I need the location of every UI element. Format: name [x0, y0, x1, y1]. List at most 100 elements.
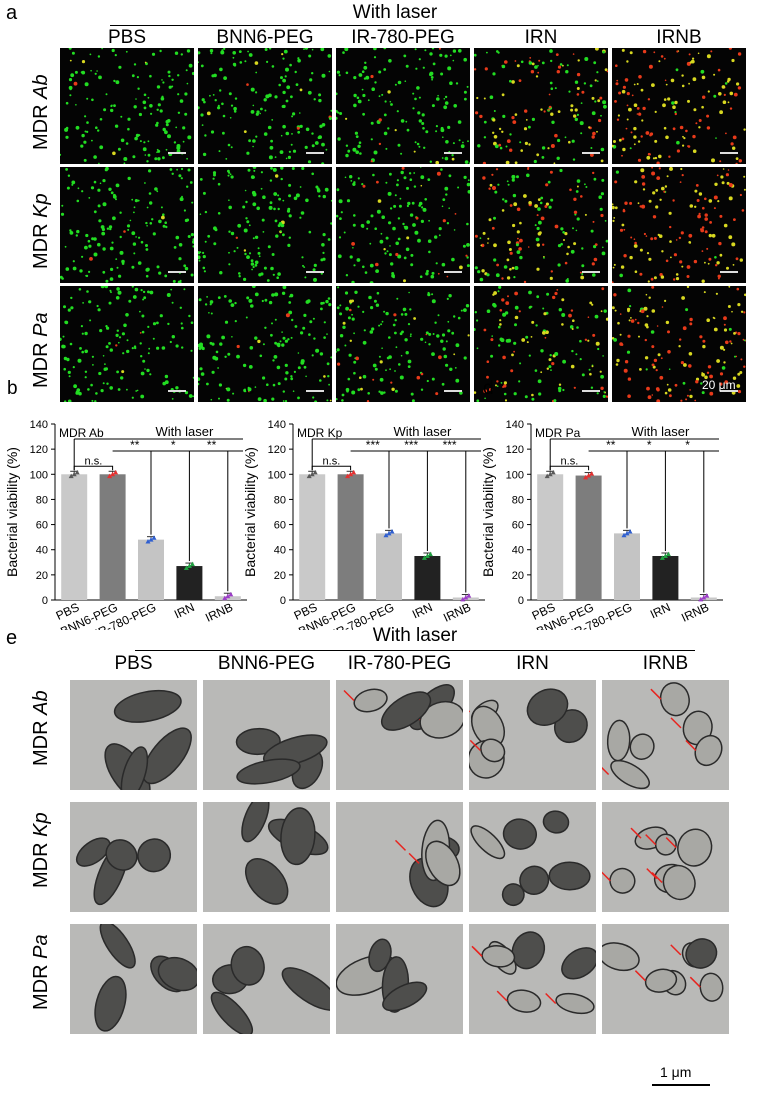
bacterium-dot: [579, 121, 584, 126]
bacterium-dot: [543, 257, 545, 259]
bacterium-dot: [252, 145, 254, 148]
bacterium-dot: [625, 127, 628, 130]
data-point: [306, 473, 312, 479]
bacterium-dot: [560, 227, 564, 231]
bacterium-dot: [695, 380, 699, 384]
bacterium-dot: [313, 337, 316, 340]
bacterium-dot: [119, 211, 122, 214]
bacterium-dot: [162, 224, 166, 228]
bacterium-dot: [353, 371, 356, 375]
bacterium-dot: [354, 357, 356, 359]
bacterium-dot: [229, 173, 232, 176]
y-tick-label: 80: [36, 494, 48, 506]
bacterium-dot: [164, 130, 168, 135]
bacterium-dot: [573, 114, 577, 118]
bacterium-dot: [580, 102, 583, 104]
bacterium-dot: [572, 227, 574, 230]
significance-label: n.s.: [85, 455, 103, 467]
bacterium-dot: [630, 236, 633, 239]
data-point: [427, 551, 433, 557]
bacterium-dot: [109, 348, 113, 352]
bacterium-dot: [594, 314, 599, 319]
bacterium-dot: [388, 355, 392, 359]
bacterium-dot: [210, 398, 213, 401]
bacterium-dot: [544, 336, 547, 339]
bacterium-dot: [645, 368, 648, 371]
bacterium-dot: [204, 240, 207, 243]
bacterium-dot: [591, 262, 595, 266]
bacterium-dot: [311, 144, 315, 148]
bacterium-dot: [545, 330, 549, 334]
bacterium-dot: [637, 158, 642, 162]
bacterium-dot: [373, 299, 377, 303]
bacterium-dot: [574, 117, 578, 122]
bacterium-dot: [424, 341, 427, 344]
bar-BNN6-PEG: [99, 474, 126, 600]
bacterium-dot: [477, 144, 481, 148]
data-point: [701, 594, 707, 600]
bacterium-dot: [94, 72, 97, 75]
bacterium-dot: [483, 97, 486, 100]
bacterium-dot: [548, 105, 552, 109]
bacterium-dot: [297, 366, 301, 370]
data-point: [145, 539, 151, 544]
bacterium-dot: [436, 334, 440, 338]
bacterium-dot: [414, 97, 417, 101]
bacterium-dot: [154, 187, 158, 191]
bacterium-dot: [681, 265, 684, 268]
tem-image: [336, 680, 463, 790]
bacterium-dot: [352, 247, 354, 249]
bacteria-dots: [474, 48, 608, 164]
bacterium-dot: [559, 168, 563, 173]
bacterium-dot: [162, 127, 166, 132]
bacterium-dot: [101, 48, 103, 50]
y-tick-label: 20: [36, 570, 48, 582]
bacterium-dot: [378, 118, 382, 122]
bacterium-dot: [188, 314, 191, 318]
bacterium-dot: [740, 310, 744, 313]
bacterium-dot: [248, 224, 251, 227]
bacterium-dot: [311, 48, 314, 51]
bacterium-dot: [269, 145, 274, 150]
bacterium-dot: [719, 382, 723, 386]
bacterium-dot: [463, 308, 467, 312]
bar-IR-780-PEG: [376, 533, 402, 600]
bacterium-dot: [660, 357, 663, 360]
bacterium-dot: [143, 93, 147, 97]
bacterium-dot: [596, 130, 598, 133]
bacterium-dot: [143, 147, 147, 152]
bacterium-dot: [206, 111, 211, 116]
bacterium-dot: [708, 233, 712, 238]
bacterium-dot: [225, 158, 228, 160]
bacterium-dot: [723, 328, 728, 332]
bacterium-dot: [554, 291, 558, 296]
bacterium-dot: [404, 80, 407, 82]
bacterium-dot: [390, 103, 393, 106]
bacterium-dot: [379, 239, 384, 244]
bacterium-dot: [719, 110, 723, 115]
bacterium-dot: [570, 249, 575, 254]
bacterium-dot: [281, 291, 286, 295]
bacterium-dot: [63, 367, 66, 371]
bacterium-dot: [674, 112, 677, 116]
bacterium-dot: [442, 198, 446, 201]
bacterium-dot: [320, 48, 325, 52]
bacterium-dot: [596, 71, 599, 74]
damage-arrow: [634, 970, 646, 982]
bacterium-dot: [721, 181, 725, 185]
bacterium-dot: [653, 51, 656, 54]
bacterium-dot: [438, 227, 442, 231]
bacterium-dot: [76, 388, 81, 392]
bacterium-dot: [566, 278, 569, 280]
bacterium-dot: [628, 319, 631, 322]
lysed-cell: [682, 710, 713, 746]
bacterium-dot: [477, 270, 481, 274]
bacterium-dot: [525, 119, 528, 121]
significance-label: ***: [443, 438, 457, 452]
bacterium-dot: [389, 245, 391, 247]
bacterium-dot: [697, 52, 700, 55]
bacterium-dot: [719, 345, 724, 350]
bacterium-dot: [359, 376, 362, 379]
bacterium-dot: [87, 239, 91, 243]
bacterium-dot: [455, 82, 459, 85]
